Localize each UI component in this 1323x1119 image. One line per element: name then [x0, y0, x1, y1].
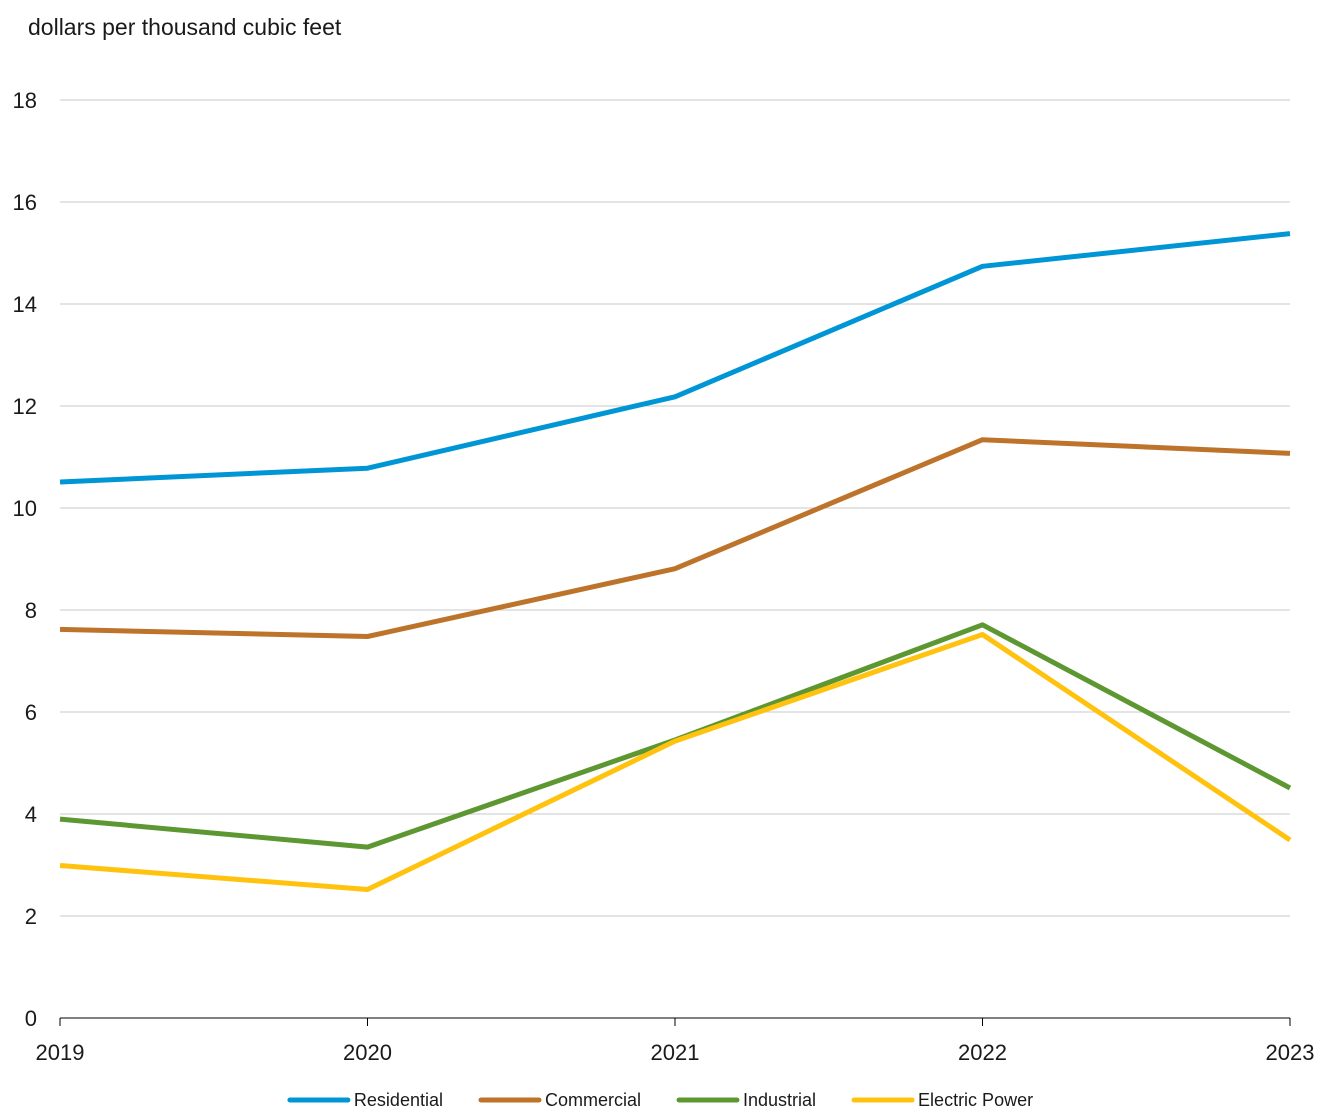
y-tick-label: 12 [13, 394, 37, 419]
series-line-commercial [59, 437, 1291, 639]
y-tick-label: 2 [25, 904, 37, 929]
y-tick-label: 4 [25, 802, 37, 827]
x-tick-label: 2020 [343, 1040, 392, 1065]
y-tick-label: 18 [13, 88, 37, 113]
y-tick-label: 16 [13, 190, 37, 215]
x-tick-label: 2019 [36, 1040, 85, 1065]
x-tick-label: 2021 [651, 1040, 700, 1065]
y-tick-label: 6 [25, 700, 37, 725]
y-axis-unit-label: dollars per thousand cubic feet [28, 14, 342, 40]
series-line-residential [59, 231, 1291, 485]
legend-label-residential: Residential [354, 1090, 443, 1110]
y-tick-label: 8 [25, 598, 37, 623]
legend-label-industrial: Industrial [743, 1090, 816, 1110]
y-tick-label: 14 [13, 292, 37, 317]
legend-label-electric-power: Electric Power [918, 1090, 1033, 1110]
y-tick-label: 0 [25, 1006, 37, 1031]
y-tick-label: 10 [13, 496, 37, 521]
x-tick-label: 2023 [1266, 1040, 1315, 1065]
legend-label-commercial: Commercial [545, 1090, 641, 1110]
x-tick-label: 2022 [958, 1040, 1007, 1065]
series-line-electric-power [59, 632, 1292, 892]
